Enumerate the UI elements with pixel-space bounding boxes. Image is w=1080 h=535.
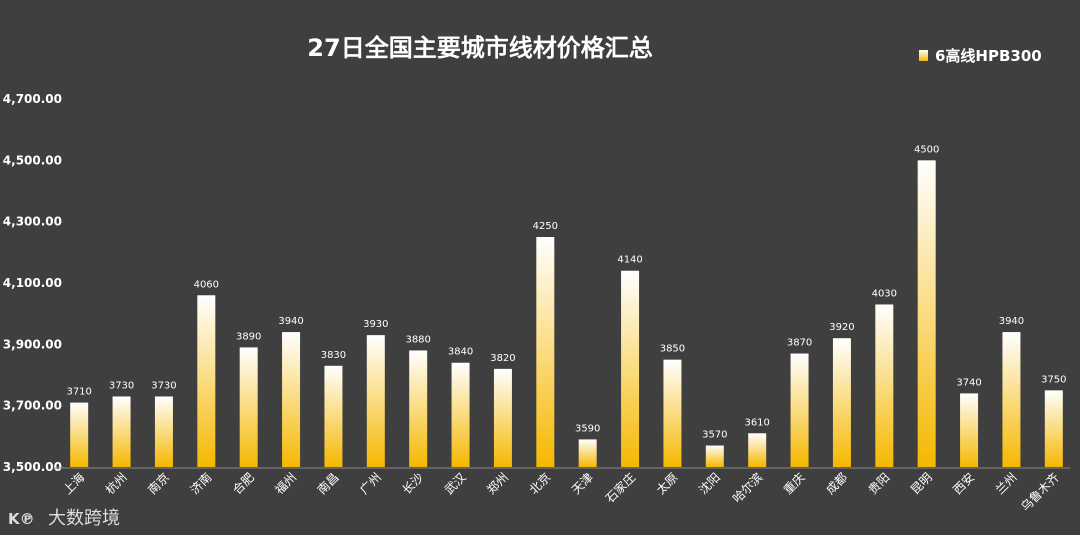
bar: [366, 335, 385, 467]
bar: [1044, 390, 1063, 467]
data-labels: 3710 3730 3730 4060 3890 3940 3830 3930 3880 3840…: [66, 144, 1066, 440]
bar: [409, 350, 428, 467]
y-tick-label: 4,700.00: [3, 92, 62, 106]
data-label: 3750: [1041, 374, 1066, 385]
x-tick-label: 南京: [144, 470, 172, 498]
watermark-logo-icon: K℗: [8, 510, 35, 528]
y-tick-label: 3,900.00: [3, 337, 62, 351]
watermark: K℗ 大数跨境: [8, 508, 120, 529]
watermark-text: 大数跨境: [48, 508, 120, 529]
x-tick-label: 天津: [569, 470, 596, 497]
bar: [578, 439, 597, 467]
data-label: 3730: [109, 380, 134, 391]
x-tick-label: 太原: [653, 470, 681, 498]
x-tick-label: 杭州: [102, 470, 130, 498]
legend-label: 6高线HPB300: [935, 47, 1042, 65]
bar: [621, 270, 640, 467]
y-tick-label: 4,500.00: [3, 153, 62, 167]
x-tick-label: 武汉: [442, 470, 469, 497]
data-label: 3590: [575, 423, 600, 434]
bar: [875, 304, 894, 467]
bar: [70, 402, 89, 467]
x-tick-label: 广州: [357, 470, 384, 497]
legend-swatch: [919, 50, 928, 61]
bar: [705, 445, 724, 467]
data-label: 4250: [533, 221, 558, 232]
data-label: 3920: [829, 322, 854, 333]
data-label: 3930: [363, 319, 388, 330]
x-tick-label: 郑州: [483, 470, 511, 498]
x-axis: 上海 杭州 南京 济南 合肥 福州 南昌 广州 长沙 武汉 郑州 北京 天津 石家庄 太原 沈阳 哈尔滨 重庆 成都…: [60, 470, 1062, 515]
y-tick-label: 4,300.00: [3, 215, 62, 229]
data-label: 3940: [278, 316, 303, 327]
bar: [451, 362, 470, 467]
bar: [960, 393, 979, 467]
bar: [493, 368, 512, 467]
x-tick-label: 乌鲁木齐: [1017, 470, 1062, 515]
bar: [112, 396, 131, 467]
data-label: 4030: [872, 288, 897, 299]
data-label: 3870: [787, 338, 812, 349]
data-label: 3850: [660, 344, 685, 355]
x-tick-label: 西安: [950, 470, 978, 498]
data-label: 3570: [702, 430, 727, 441]
bar: [790, 353, 809, 467]
data-label: 4140: [617, 255, 642, 266]
x-tick-label: 昆明: [908, 470, 935, 497]
data-label: 3940: [999, 316, 1024, 327]
x-tick-label: 兰州: [993, 470, 1020, 497]
data-label: 3740: [956, 377, 981, 388]
y-tick-label: 3,700.00: [3, 399, 62, 413]
x-tick-label: 哈尔滨: [729, 470, 765, 506]
x-tick-label: 南昌: [314, 470, 342, 498]
x-tick-label: 重庆: [781, 470, 808, 497]
data-label: 3820: [490, 353, 515, 364]
x-tick-label: 成都: [823, 470, 850, 497]
data-label: 3730: [151, 380, 176, 391]
data-label: 3840: [448, 347, 473, 358]
bar: [282, 332, 301, 467]
bar: [197, 295, 216, 467]
legend: 6高线HPB300: [919, 47, 1042, 65]
x-tick-label: 福州: [272, 470, 300, 498]
x-tick-label: 长沙: [399, 470, 426, 497]
bar: [536, 237, 555, 467]
bar: [748, 433, 767, 467]
bar: [663, 359, 682, 467]
bars: [70, 160, 1063, 468]
data-label: 3880: [405, 334, 430, 345]
bar: [154, 396, 173, 467]
x-tick-label: 沈阳: [695, 470, 723, 498]
x-tick-label: 贵阳: [866, 470, 893, 497]
x-tick-label: 合肥: [229, 470, 257, 498]
bar: [239, 347, 258, 467]
bar: [324, 365, 343, 467]
y-tick-label: 4,100.00: [3, 276, 62, 290]
data-label: 3710: [66, 387, 91, 398]
bar: [1002, 332, 1021, 467]
x-tick-label: 石家庄: [602, 470, 638, 506]
x-tick-label: 济南: [187, 470, 215, 498]
data-label: 3610: [744, 417, 769, 428]
x-tick-label: 北京: [527, 470, 554, 497]
bar: [917, 160, 936, 468]
data-label: 4500: [914, 144, 939, 155]
data-label: 3890: [236, 331, 261, 342]
data-label: 4060: [194, 279, 219, 290]
x-tick-label: 上海: [60, 470, 88, 498]
data-label: 3830: [321, 350, 346, 361]
y-axis: 3,500.00 3,700.00 3,900.00 4,100.00 4,300.00…: [3, 92, 62, 474]
y-tick-label: 3,500.00: [3, 460, 62, 474]
bar: [832, 338, 851, 467]
chart-title: 27日全国主要城市线材价格汇总: [307, 34, 652, 62]
